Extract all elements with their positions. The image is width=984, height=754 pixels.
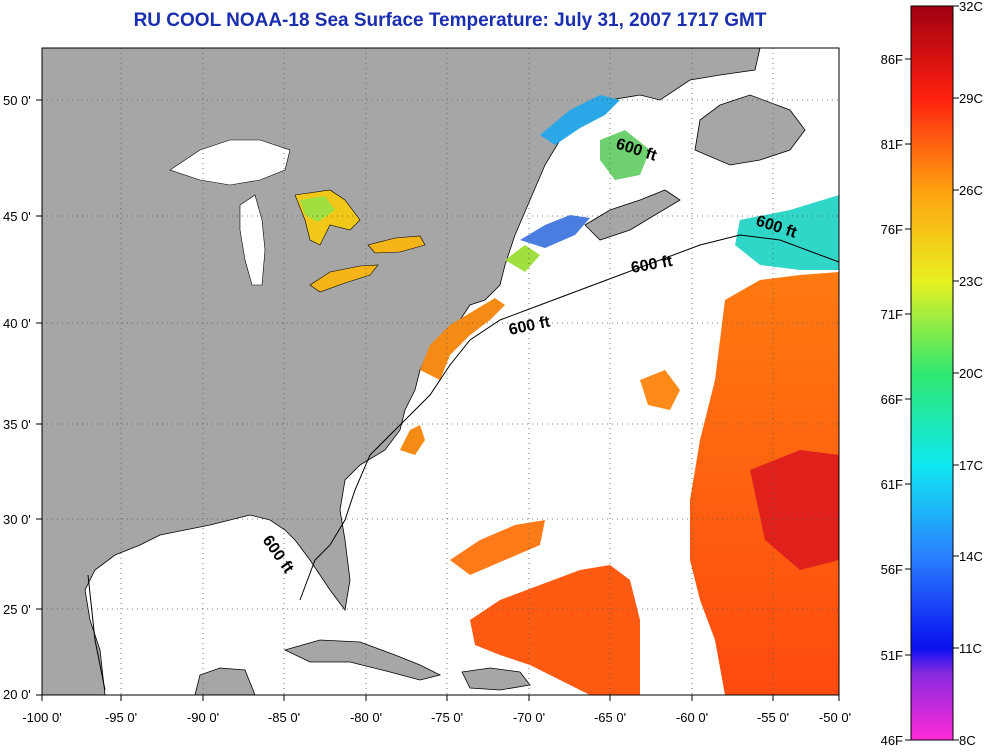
- colorbar-c-label: 11C: [959, 641, 982, 656]
- x-tick-label: -75 0': [431, 710, 463, 725]
- x-tick-label: -100 0': [22, 710, 61, 725]
- y-tick-label: 20 0': [3, 687, 31, 702]
- x-tick-label: -60 0': [676, 710, 708, 725]
- colorbar-c-label: 20C: [959, 366, 983, 381]
- colorbar-f-label: 81F: [881, 137, 903, 152]
- colorbar-c-label: 14C: [959, 549, 983, 564]
- colorbar-c-label: 23C: [959, 274, 983, 289]
- colorbar-f-label: 46F: [881, 733, 903, 748]
- sst-gulf-maine-green: [505, 245, 540, 272]
- colorbar-f-label: 66F: [881, 392, 903, 407]
- map-frame: [41, 47, 840, 696]
- colorbar-c-label: 8C: [959, 733, 976, 748]
- land-nova-scotia: [584, 189, 681, 241]
- lake-michigan: [239, 194, 266, 286]
- sst-gulf-stl-green: [600, 130, 650, 180]
- land-newfoundland: [694, 94, 806, 166]
- y-tick-label: 25 0': [3, 602, 31, 617]
- colorbar-c-label: 17C: [959, 458, 983, 473]
- x-tick-label: -70 0': [513, 710, 545, 725]
- colorbar-gradient: [910, 5, 954, 741]
- x-tick-label: -90 0': [187, 710, 219, 725]
- lake-erie: [309, 264, 379, 293]
- sst-labrador-current: [735, 195, 839, 270]
- colorbar-ticks: [905, 5, 959, 741]
- y-tick-label: 50 0': [3, 93, 31, 108]
- land-cuba: [283, 639, 442, 681]
- colorbar-f-label: 86F: [881, 52, 903, 67]
- lake-huron-cool: [300, 196, 335, 222]
- colorbar-c-label: 29C: [959, 91, 983, 106]
- depth-contour-600ft: [87, 234, 840, 691]
- sst-offshore-patch: [640, 370, 680, 410]
- sst-mid-atlantic: [420, 298, 505, 380]
- colorbar-c-label: 32C: [959, 0, 983, 14]
- y-tick-label: 40 0': [3, 316, 31, 331]
- sst-st-lawrence: [540, 95, 620, 145]
- map-title: RU COOL NOAA-18 Sea Surface Temperature:…: [133, 10, 767, 31]
- x-axis-ticks: [41, 695, 840, 701]
- y-tick-label: 30 0': [3, 512, 31, 527]
- colorbar-f-label: 61F: [881, 477, 903, 492]
- sst-carolina: [400, 425, 425, 455]
- sst-south-small: [450, 520, 545, 575]
- x-tick-label: -65 0': [594, 710, 626, 725]
- lake-ontario: [367, 235, 426, 254]
- y-tick-label: 45 0': [3, 209, 31, 224]
- x-tick-label: -55 0': [757, 710, 789, 725]
- colorbar-f-label: 51F: [881, 648, 903, 663]
- colorbar-f-label: 56F: [881, 562, 903, 577]
- x-tick-label: -80 0': [350, 710, 382, 725]
- sst-south: [470, 565, 640, 695]
- colorbar-f-label: 76F: [881, 222, 903, 237]
- sst-gulf-maine: [520, 215, 590, 248]
- y-axis-ticks: [36, 99, 42, 696]
- colorbar-f-label: 71F: [881, 307, 903, 322]
- sst-sargasso-hot: [750, 450, 839, 570]
- lake-superior: [169, 139, 291, 186]
- y-tick-label: 35 0': [3, 417, 31, 432]
- x-tick-label: -50 0': [819, 710, 851, 725]
- land-hispaniola: [461, 667, 531, 691]
- x-tick-label: -85 0': [268, 710, 300, 725]
- x-tick-label: -95 0': [105, 710, 137, 725]
- colorbar-c-label: 26C: [959, 183, 983, 198]
